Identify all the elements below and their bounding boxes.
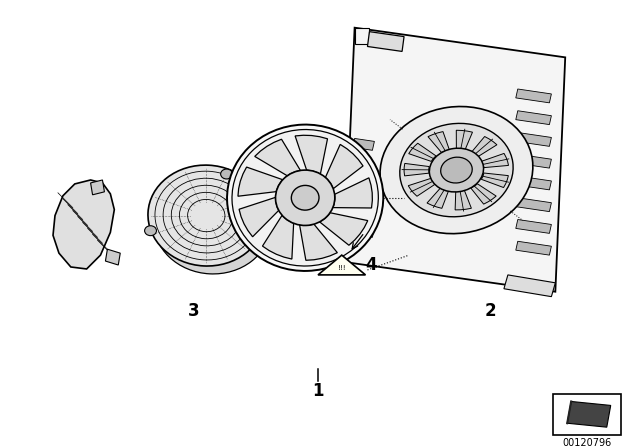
Polygon shape <box>318 255 365 275</box>
Ellipse shape <box>256 226 268 236</box>
Polygon shape <box>504 275 556 297</box>
Text: 4: 4 <box>365 256 377 274</box>
Polygon shape <box>300 224 337 260</box>
Polygon shape <box>516 198 552 211</box>
Polygon shape <box>353 182 374 194</box>
Ellipse shape <box>380 107 533 234</box>
Text: !!!: !!! <box>337 265 346 271</box>
Polygon shape <box>353 225 374 237</box>
Ellipse shape <box>154 173 271 274</box>
Polygon shape <box>353 204 374 215</box>
Polygon shape <box>106 249 120 265</box>
Polygon shape <box>516 220 552 233</box>
Polygon shape <box>482 153 509 168</box>
Polygon shape <box>567 401 611 427</box>
Polygon shape <box>255 139 300 176</box>
Text: 2: 2 <box>484 302 496 320</box>
Polygon shape <box>355 28 369 44</box>
Ellipse shape <box>400 123 513 217</box>
Polygon shape <box>238 167 283 196</box>
Ellipse shape <box>429 148 484 192</box>
Polygon shape <box>409 143 436 161</box>
Polygon shape <box>53 180 115 269</box>
Text: 00120796: 00120796 <box>563 438 612 448</box>
Ellipse shape <box>221 169 232 179</box>
Polygon shape <box>404 164 429 176</box>
Polygon shape <box>319 213 368 245</box>
Text: 3: 3 <box>188 302 199 320</box>
Polygon shape <box>516 111 552 125</box>
Polygon shape <box>516 176 552 190</box>
Polygon shape <box>456 130 472 150</box>
Polygon shape <box>455 190 472 210</box>
Polygon shape <box>353 138 374 150</box>
Polygon shape <box>345 28 565 292</box>
Polygon shape <box>481 173 508 188</box>
Polygon shape <box>471 137 497 157</box>
Polygon shape <box>408 178 436 196</box>
Text: 1: 1 <box>312 382 324 400</box>
Polygon shape <box>516 133 552 146</box>
Polygon shape <box>367 32 404 52</box>
Polygon shape <box>516 241 552 255</box>
Ellipse shape <box>232 129 378 266</box>
Polygon shape <box>516 89 552 103</box>
Ellipse shape <box>145 226 156 236</box>
Polygon shape <box>471 184 496 204</box>
Ellipse shape <box>291 185 319 210</box>
Polygon shape <box>325 144 363 189</box>
Polygon shape <box>295 135 328 174</box>
Ellipse shape <box>148 165 264 266</box>
Polygon shape <box>262 215 294 259</box>
Ellipse shape <box>441 157 472 183</box>
Polygon shape <box>516 154 552 168</box>
Polygon shape <box>353 160 374 172</box>
Polygon shape <box>427 187 449 208</box>
Polygon shape <box>333 178 372 208</box>
Polygon shape <box>239 198 279 237</box>
Ellipse shape <box>275 170 335 225</box>
Ellipse shape <box>227 125 383 271</box>
Polygon shape <box>91 180 104 195</box>
Polygon shape <box>554 393 621 435</box>
Polygon shape <box>428 132 449 152</box>
